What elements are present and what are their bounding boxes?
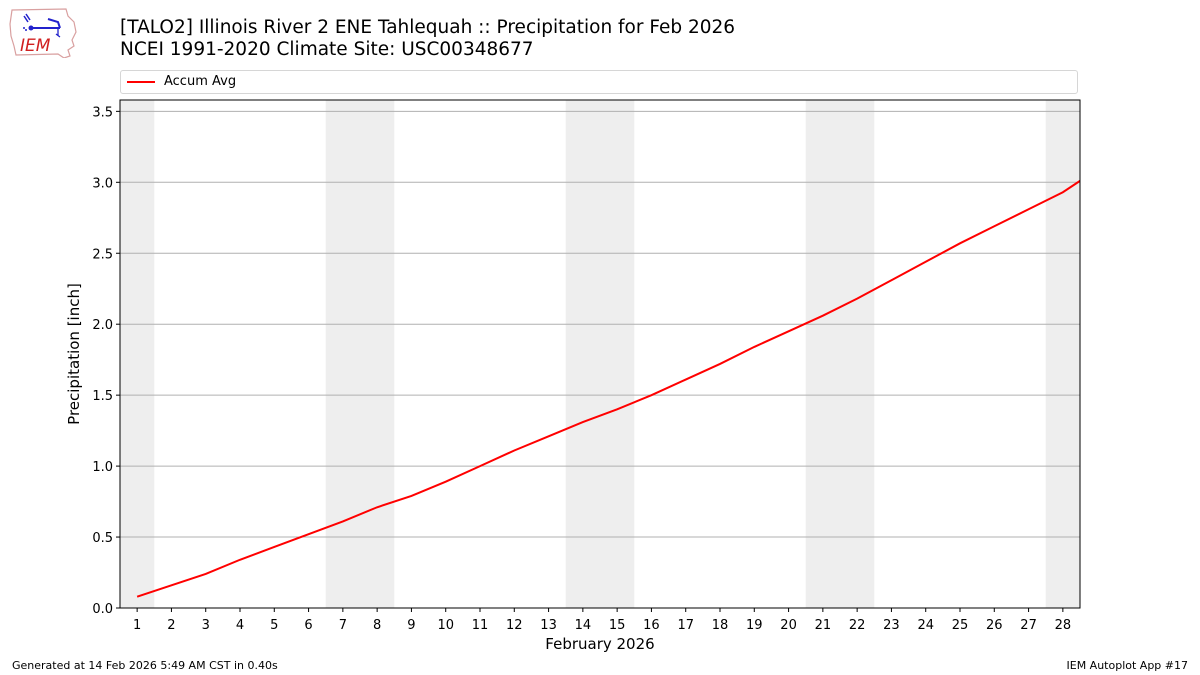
x-tick-label: 12 [506, 618, 523, 633]
x-tick-label: 15 [609, 618, 626, 633]
y-tick-label: 0.0 [92, 602, 113, 617]
x-tick-label: 2 [167, 618, 175, 633]
accum-avg-line [136, 180, 1081, 598]
y-tick-label: 3.5 [92, 105, 113, 120]
x-tick-label: 18 [712, 618, 729, 633]
x-tick-label: 21 [815, 618, 832, 633]
chart-title: [TALO2] Illinois River 2 ENE Tahlequah :… [120, 17, 735, 61]
app-label: IEM Autoplot App #17 [1066, 659, 1189, 672]
x-tick-label: 24 [917, 618, 934, 633]
x-tick-label: 3 [202, 618, 210, 633]
x-tick-label: 23 [883, 618, 900, 633]
x-tick-label: 27 [1020, 618, 1037, 633]
y-tick-label: 2.0 [92, 318, 113, 333]
x-tick-label: 19 [746, 618, 763, 633]
y-tick-label: 3.0 [92, 176, 113, 191]
x-tick-label: 16 [643, 618, 660, 633]
x-tick-label: 7 [339, 618, 347, 633]
iem-logo: IEM [8, 6, 80, 59]
weekend-band [565, 100, 635, 608]
y-axis-ticks: 0.0 0.5 1.0 1.5 2.0 2.5 3.0 3.5 [92, 105, 120, 617]
logo-text: IEM [20, 36, 51, 56]
weekend-band [1045, 100, 1080, 608]
x-tick-label: 6 [304, 618, 312, 633]
generated-timestamp: Generated at 14 Feb 2026 5:49 AM CST in … [12, 659, 278, 672]
weekend-band [805, 100, 875, 608]
legend: Accum Avg [120, 70, 1078, 94]
x-tick-label: 22 [849, 618, 866, 633]
weekend-band [325, 100, 395, 608]
x-tick-label: 17 [677, 618, 694, 633]
x-tick-label: 11 [472, 618, 489, 633]
x-tick-label: 9 [407, 618, 415, 633]
x-axis-label: February 2026 [545, 635, 654, 653]
y-tick-label: 1.0 [92, 460, 113, 475]
weekend-bands [120, 100, 1080, 608]
x-tick-label: 14 [575, 618, 592, 633]
x-tick-label: 26 [986, 618, 1003, 633]
plot-frame [119, 99, 1081, 609]
legend-line-swatch-icon [127, 81, 155, 83]
x-tick-label: 1 [133, 618, 141, 633]
title-line-2: NCEI 1991-2020 Climate Site: USC00348677 [120, 39, 534, 60]
x-tick-label: 8 [373, 618, 381, 633]
x-tick-label: 4 [236, 618, 244, 633]
x-tick-label: 10 [437, 618, 454, 633]
y-tick-label: 2.5 [92, 247, 113, 262]
y-axis-label: Precipitation [inch] [65, 283, 83, 425]
x-tick-label: 20 [780, 618, 797, 633]
x-tick-label: 28 [1055, 618, 1072, 633]
x-tick-label: 5 [270, 618, 278, 633]
y-gridlines [120, 110, 1080, 538]
y-tick-label: 0.5 [92, 531, 113, 546]
legend-label: Accum Avg [164, 74, 237, 89]
x-tick-label: 13 [540, 618, 557, 633]
weekend-band [120, 100, 155, 608]
y-tick-label: 1.5 [92, 389, 113, 404]
x-axis-ticks: 1 2 3 4 5 6 7 8 9 10 11 12 13 14 15 16 17 18 19 20 21 22 23 24 2… [133, 608, 1071, 633]
x-tick-label: 25 [952, 618, 969, 633]
title-line-1: [TALO2] Illinois River 2 ENE Tahlequah :… [120, 17, 736, 38]
